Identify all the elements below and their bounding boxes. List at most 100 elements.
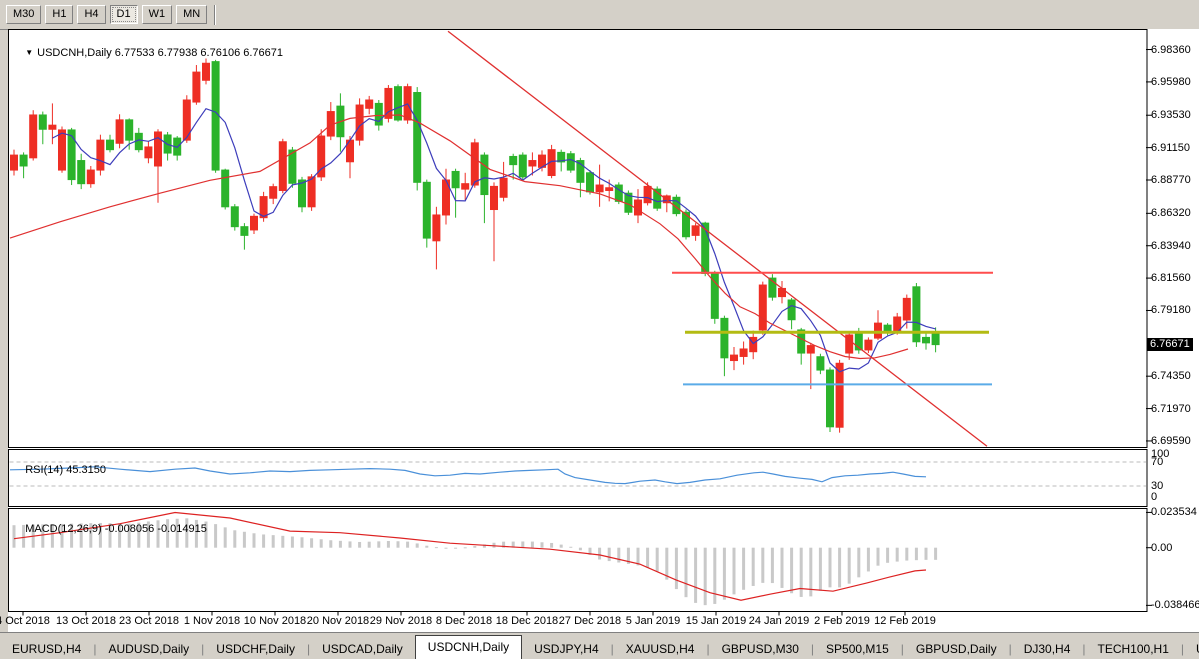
candle-body	[307, 176, 316, 208]
candle-body	[720, 317, 729, 359]
price-axis-label: 6.98360	[1151, 43, 1191, 56]
date-axis-label: 18 Dec 2018	[495, 615, 559, 627]
chart-tab-audusd-daily[interactable]: AUDUSD,Daily	[108, 642, 190, 656]
timeframe-button-h4[interactable]: H4	[77, 5, 106, 24]
candle-body	[682, 211, 690, 238]
macd-histogram-bar	[886, 547, 890, 563]
macd-histogram-bar	[799, 547, 803, 597]
macd-histogram-bar	[655, 547, 659, 572]
price-axis-label: 6.69590	[1151, 434, 1191, 447]
chart-tab-xauusd-h4[interactable]: XAUUSD,H4	[625, 642, 695, 656]
macd-histogram-bar	[281, 535, 285, 548]
chart-tab-usdcnh-daily[interactable]: USDCNH,Daily	[414, 635, 523, 659]
rsi-label: RSI(14)	[25, 464, 64, 476]
macd-signal-line	[13, 511, 927, 601]
macd-histogram-bar	[89, 523, 93, 548]
chart-tab-usdchf-daily[interactable]: USDCHF,Daily	[216, 642, 295, 656]
macd-histogram-bar	[751, 547, 755, 586]
timeframe-button-m30[interactable]: M30	[6, 5, 42, 24]
macd-histogram-bar	[262, 534, 266, 548]
candle-body	[230, 206, 239, 228]
candle-body	[797, 329, 806, 354]
macd-histogram-bar	[185, 518, 189, 548]
macd-pane-title: MACD(12,26,9) -0.008056 -0.014915	[13, 510, 207, 549]
candle-body	[10, 154, 18, 171]
price-axis-label: 6.93530	[1151, 109, 1191, 122]
price-axis-label: 6.74350	[1151, 370, 1191, 383]
chart-tab-sp500-m15[interactable]: SP500,M15	[826, 642, 889, 656]
timeframe-button-d1[interactable]: D1	[109, 5, 138, 24]
candle-body	[211, 61, 220, 171]
chart-tab-usdcad-daily[interactable]: USDCAD,Daily	[322, 642, 403, 656]
candle-body	[374, 102, 383, 126]
macd-histogram-bar	[348, 541, 352, 548]
candle-body	[278, 141, 287, 191]
timeframe-button-w1[interactable]: W1	[141, 5, 173, 24]
chart-tab-uk[interactable]: UK	[1184, 639, 1199, 659]
candle-body	[77, 160, 86, 185]
chart-tab-usdjpy-h4[interactable]: USDJPY,H4	[534, 642, 599, 656]
macd-histogram-bar	[252, 533, 256, 548]
chart-tab-eurusd-h4[interactable]: EURUSD,H4	[12, 642, 82, 656]
candle-body	[480, 154, 489, 196]
macd-histogram-bar	[319, 539, 323, 548]
timeframe-button-mn[interactable]: MN	[176, 5, 208, 24]
trendline[interactable]	[447, 30, 988, 447]
macd-histogram-bar	[674, 547, 678, 590]
date-axis-label: 27 Dec 2018	[558, 615, 622, 627]
tab-divider: |	[1008, 642, 1012, 656]
chart-tab-gbpusd-daily[interactable]: GBPUSD,Daily	[915, 642, 997, 656]
main-pane	[8, 29, 1148, 448]
chart-tab-gbpusd-m30[interactable]: GBPUSD,M30	[721, 642, 799, 656]
current-price-badge: 6.76671	[1147, 338, 1193, 352]
macd-label: MACD(12,26,9)	[25, 523, 102, 535]
macd-histogram-bar	[838, 547, 842, 588]
price-axis-label: 6.79180	[1151, 304, 1191, 317]
candle-body	[864, 339, 873, 351]
candle-body	[518, 154, 527, 178]
macd-histogram-bar	[482, 544, 486, 548]
macd-histogram-bar	[722, 547, 726, 600]
candle-body	[768, 277, 777, 298]
macd-histogram-bar	[742, 547, 746, 590]
macd-histogram-bar	[866, 547, 870, 572]
macd-histogram-bar	[367, 541, 371, 548]
macd-histogram-bar	[300, 537, 304, 548]
candle-body	[432, 214, 441, 242]
macd-histogram-bar	[22, 524, 26, 548]
macd-histogram-bar	[617, 547, 621, 563]
macd-histogram-bar	[588, 547, 592, 555]
candle-body	[902, 297, 911, 321]
macd-histogram-bar	[146, 521, 150, 548]
macd-histogram-bar	[847, 547, 851, 584]
candle-body	[365, 99, 374, 109]
candle-body	[19, 154, 28, 167]
price-axis-label: 6.83940	[1151, 239, 1191, 252]
macd-histogram-bar	[818, 547, 822, 591]
candle-body	[394, 86, 402, 121]
candle-body	[403, 86, 412, 121]
price-axis-label: 6.81560	[1151, 272, 1191, 285]
macd-histogram-bar	[194, 519, 198, 548]
candle-body	[470, 142, 479, 186]
date-axis-label: 23 Oct 2018	[119, 615, 179, 627]
candle-body	[451, 170, 460, 189]
macd-histogram-bar	[223, 527, 227, 548]
macd-histogram-bar	[924, 547, 928, 560]
rsi-value: 45.3150	[66, 464, 106, 476]
chart-tab-dj30-h4[interactable]: DJ30,H4	[1023, 642, 1071, 656]
candle-body	[259, 196, 268, 219]
symbol-dropdown-icon[interactable]: ▼	[25, 48, 34, 57]
macd-histogram-bar	[406, 541, 410, 548]
macd-axis-label: -0.038466	[1151, 599, 1199, 612]
chart-tab-tech100-h1[interactable]: TECH100,H1	[1097, 642, 1169, 656]
timeframe-button-h1[interactable]: H1	[45, 5, 74, 24]
candle-body	[845, 334, 854, 354]
date-axis-label: 13 Oct 2018	[56, 615, 116, 627]
macd-values: -0.008056 -0.014915	[104, 523, 207, 535]
date-axis-label: 15 Jan 2019	[685, 615, 747, 627]
macd-histogram-bar	[70, 523, 74, 548]
candle-body	[787, 299, 796, 321]
price-axis-label: 6.88770	[1151, 174, 1191, 186]
